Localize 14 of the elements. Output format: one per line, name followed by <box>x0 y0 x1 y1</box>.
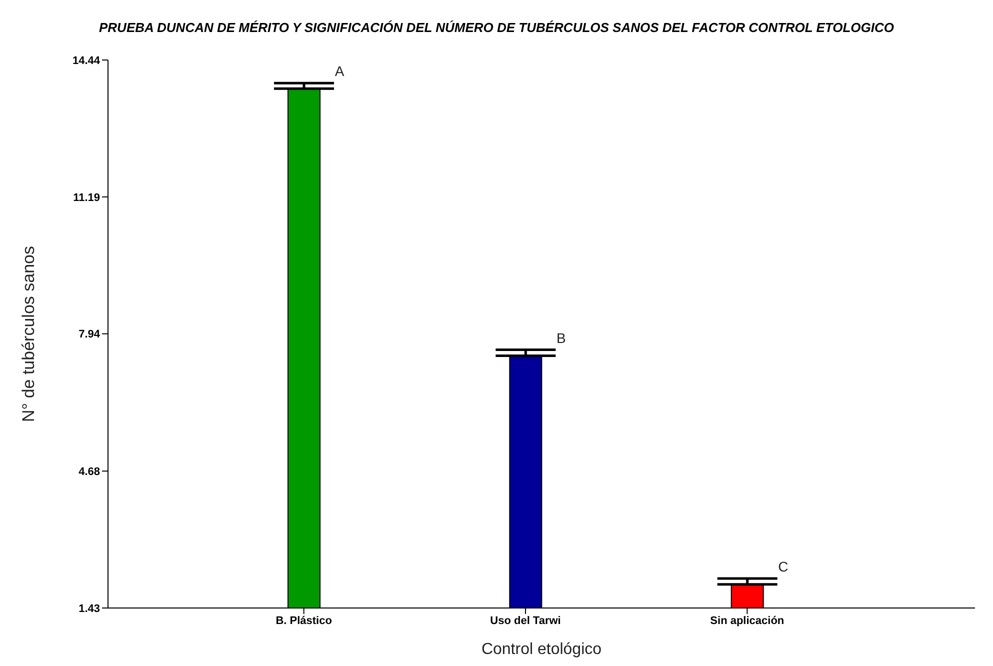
annotation: A <box>334 63 345 80</box>
y-axis-title: N° de tubérculos sanos <box>19 246 38 422</box>
y-tick-label: 11.19 <box>73 192 100 204</box>
x-axis-title: Control etológico <box>481 641 602 658</box>
x-tick-label: Sin aplicación <box>710 614 784 627</box>
y-tick-label: 7.94 <box>78 328 101 341</box>
x-tick-label: B. Plástico <box>276 614 332 627</box>
x-tick-label: Uso del Tarwi <box>490 614 561 627</box>
y-tick-label: 1.43 <box>78 602 100 615</box>
annotation: C <box>778 558 788 575</box>
y-tick-label: 4.68 <box>78 466 100 478</box>
annotation: B <box>556 330 566 346</box>
y-tick-label: 14.44 <box>72 54 101 67</box>
chart-title: PRUEBA DUNCAN DE MÉRITO Y SIGNIFICACIÓN DEL NÚMERO DE TUBÉRCULOS SANOS DEL FACTOR CONTROL ETOLOGICO <box>98 20 895 35</box>
